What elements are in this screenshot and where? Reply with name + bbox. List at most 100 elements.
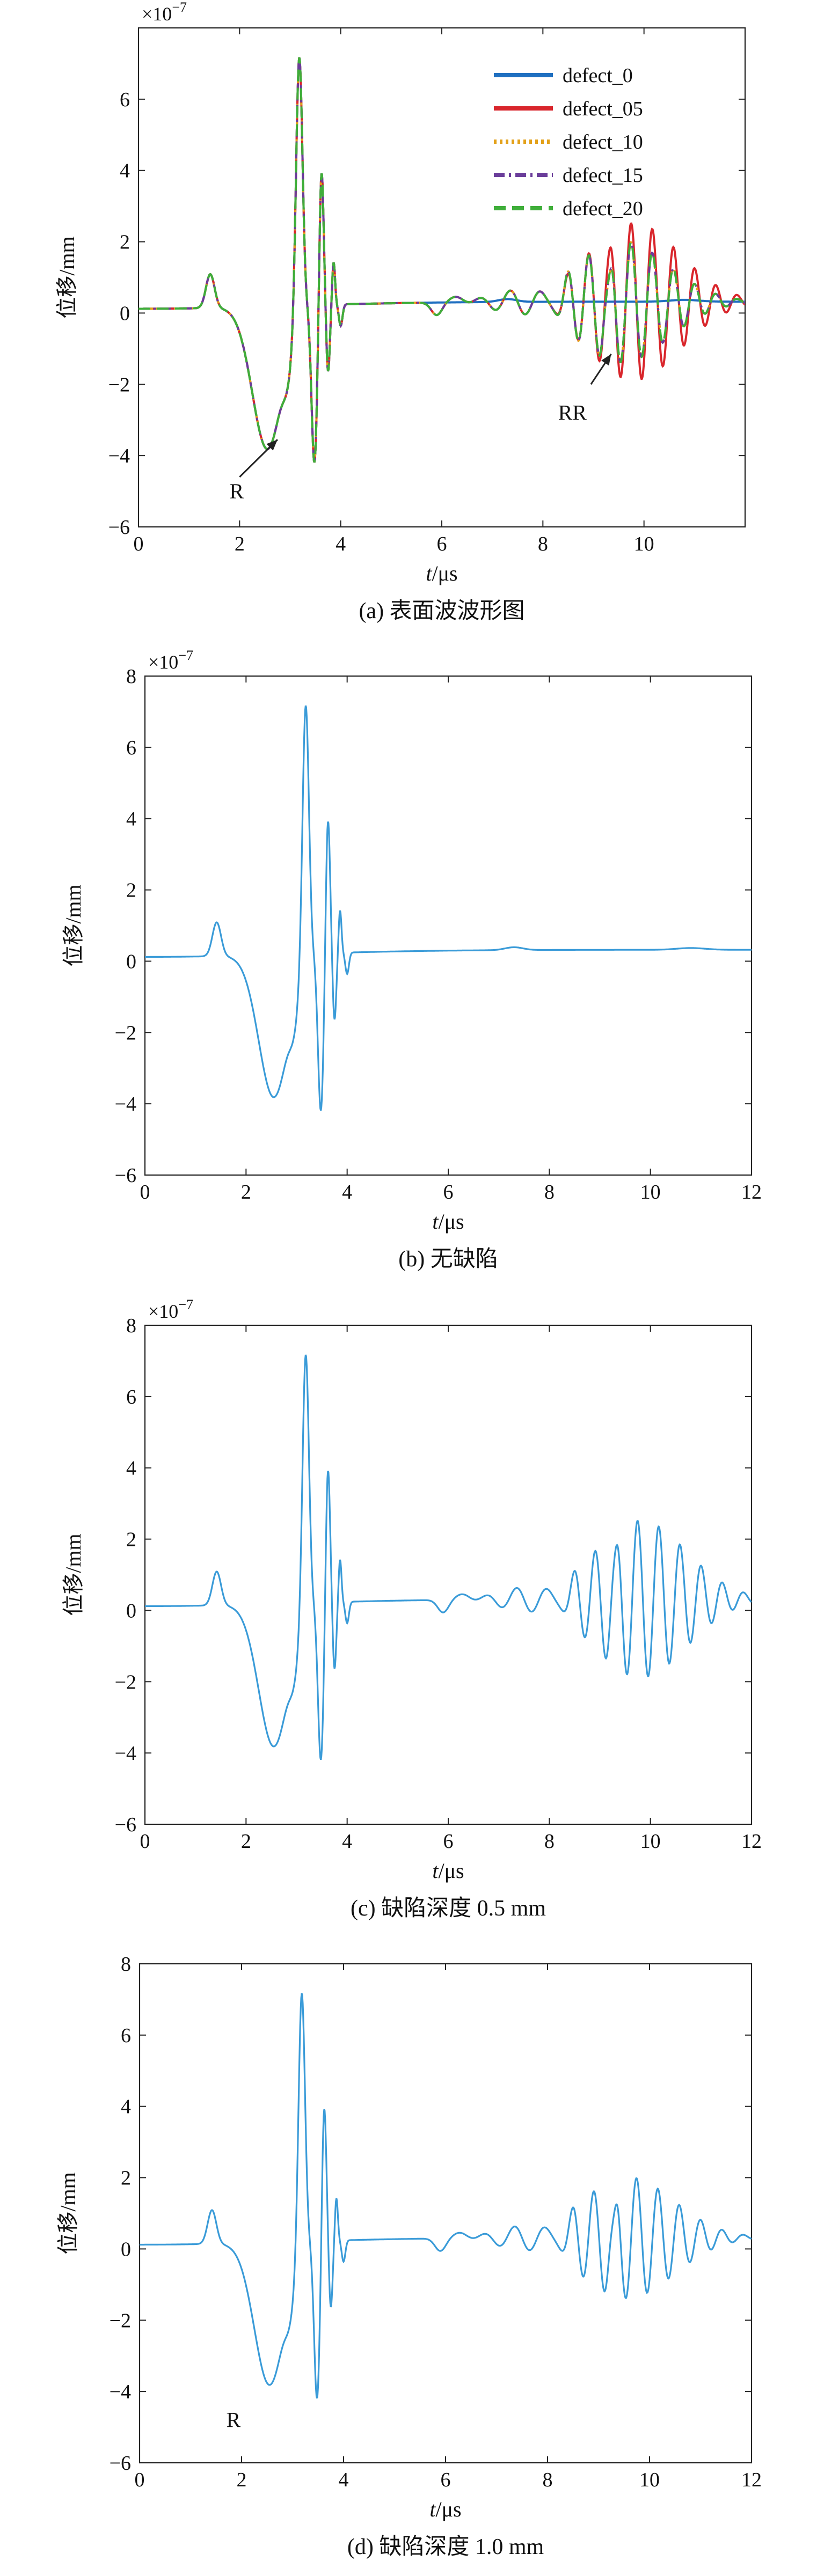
y-tick-label: 8 xyxy=(126,665,136,688)
x-tick-label: 8 xyxy=(543,2469,553,2491)
legend: defect_0 defect_05 defect_10 defect_15defec… xyxy=(494,64,643,220)
y-tick-label: −4 xyxy=(108,445,130,467)
legend-entry: defect_0 xyxy=(563,64,633,87)
plot-frame xyxy=(144,675,753,1176)
chart-panel-c: 0 2 4 6 8 10 12 −6 −4 −2 0 2 4 6 8 ×10−7 位移/mm t/μs (c) 缺陷… xyxy=(0,1297,824,1942)
y-tick-label: 0 xyxy=(121,2238,131,2261)
y-axis-label: 位移/mm xyxy=(56,2172,80,2254)
y-tick-label: 2 xyxy=(126,879,136,902)
legend-entry: defect_20 xyxy=(563,197,643,220)
y-tick-label: 2 xyxy=(126,1529,136,1551)
y-tick-label: 6 xyxy=(126,1386,136,1408)
series-line-0 xyxy=(145,1354,752,1760)
chart-panel-a: 0 2 4 6 8 10 −6 −4 −2 0 2 4 6 ×10−7 位移/mm t/μs (a) 表面波波形… xyxy=(0,0,824,649)
y-exponent: ×10−7 xyxy=(148,1298,193,1322)
y-tick-label: 4 xyxy=(126,808,136,831)
series-line-0 xyxy=(140,1993,752,2399)
y-tick-label: 2 xyxy=(120,231,130,254)
y-tick-label: −2 xyxy=(115,1671,136,1693)
legend-entry: defect_15 xyxy=(563,164,643,187)
y-tick-label: 4 xyxy=(120,160,130,182)
annotation-label: R xyxy=(227,2408,241,2432)
x-tick-label: 8 xyxy=(538,533,548,555)
y-tick-label: −2 xyxy=(110,2309,131,2332)
chart-panel-b: 0 2 4 6 8 10 12 −6 −4 −2 0 2 4 6 8 ×10−7 位移/mm t/μs (b) 无缺… xyxy=(0,648,824,1298)
y-tick-label: 6 xyxy=(126,737,136,759)
x-tick-label: 6 xyxy=(443,1830,454,1853)
x-tick-label: 10 xyxy=(640,1830,661,1853)
y-tick-label: −4 xyxy=(110,2381,131,2403)
y-exponent: ×10−7 xyxy=(148,649,193,673)
x-axis-unit: /μs xyxy=(439,1859,464,1883)
plot-frame xyxy=(144,1324,753,1825)
figure-caption: (a) 表面波波形图 xyxy=(359,599,524,623)
x-tick-label: 0 xyxy=(134,533,144,555)
x-tick-label: 8 xyxy=(544,1830,555,1853)
y-exponent-power: −7 xyxy=(178,1298,193,1312)
figure-caption: (b) 无缺陷 xyxy=(398,1247,498,1272)
y-exponent-power: −7 xyxy=(178,649,193,663)
x-tick-label: 2 xyxy=(237,2469,247,2491)
x-axis-unit: /μs xyxy=(439,1209,464,1234)
x-tick-label: 12 xyxy=(741,1830,762,1853)
x-axis-var: t xyxy=(432,1859,439,1883)
x-tick-label: 6 xyxy=(437,533,447,555)
chart-panel-d: 0 2 4 6 8 10 12 −6 −4 −2 0 2 4 6 8 位移/mm t/μs (d) 缺陷深度 1.… xyxy=(0,1942,824,2573)
chart-c: 0 2 4 6 8 10 12 −6 −4 −2 0 2 4 6 8 ×10−7 位移/mm t/μs (c) 缺陷… xyxy=(61,1297,762,1921)
y-axis-label: 位移/mm xyxy=(61,1533,85,1616)
x-tick-label: 4 xyxy=(342,1830,352,1853)
x-tick-label: 12 xyxy=(741,2469,762,2491)
x-axis-label: t/μs xyxy=(429,2497,461,2521)
figure-caption: (c) 缺陷深度 0.5 mm xyxy=(351,1896,546,1921)
y-exponent: ×10−7 xyxy=(142,0,187,25)
x-axis-unit: /μs xyxy=(436,2497,462,2521)
x-tick-label: 4 xyxy=(342,1181,352,1203)
x-axis-label: t/μs xyxy=(426,561,457,585)
x-tick-label: 6 xyxy=(441,2469,451,2491)
x-tick-label: 2 xyxy=(241,1830,251,1853)
y-tick-label: 0 xyxy=(126,1599,136,1622)
annotation-label: R xyxy=(230,479,244,503)
x-tick-label: 12 xyxy=(741,1181,762,1203)
y-tick-label: −6 xyxy=(108,516,130,539)
y-tick-label: −4 xyxy=(115,1093,136,1115)
legend-entry: defect_05 xyxy=(563,98,643,120)
y-tick-label: 2 xyxy=(121,2167,131,2190)
series-line-0 xyxy=(145,705,752,1111)
y-tick-label: 8 xyxy=(121,1953,131,1976)
x-tick-label: 0 xyxy=(135,2469,145,2491)
y-tick-label: 0 xyxy=(120,302,130,325)
chart-b: 0 2 4 6 8 10 12 −6 −4 −2 0 2 4 6 8 ×10−7 位移/mm t/μs (b) 无缺… xyxy=(61,648,762,1272)
y-tick-label: 0 xyxy=(126,950,136,973)
x-tick-label: 2 xyxy=(235,533,245,555)
y-tick-label: −6 xyxy=(115,1164,136,1187)
figure-caption: (d) 缺陷深度 1.0 mm xyxy=(347,2535,544,2559)
series-line-defect_20 xyxy=(138,57,745,463)
chart-a: 0 2 4 6 8 10 −6 −4 −2 0 2 4 6 ×10−7 位移/mm t/μs (a) 表面波波形… xyxy=(55,0,746,623)
y-tick-label: −2 xyxy=(115,1022,136,1044)
annotation-label: RR xyxy=(558,401,587,425)
x-axis-var: t xyxy=(426,561,432,585)
y-tick-label: −6 xyxy=(110,2452,131,2475)
y-tick-label: −2 xyxy=(108,373,130,396)
x-tick-label: 10 xyxy=(640,1181,661,1203)
legend-entry: defect_10 xyxy=(563,131,643,153)
chart-d: 0 2 4 6 8 10 12 −6 −4 −2 0 2 4 6 8 位移/mm t/μs (d) 缺陷深度 1.… xyxy=(56,1953,762,2559)
x-tick-label: 4 xyxy=(336,533,346,555)
r-arrow-head xyxy=(266,439,278,451)
y-tick-label: 6 xyxy=(121,2024,131,2047)
y-axis-label: 位移/mm xyxy=(61,884,85,966)
plot-frame xyxy=(138,1963,753,2464)
x-tick-label: 0 xyxy=(140,1181,150,1203)
x-tick-label: 6 xyxy=(443,1181,454,1203)
x-tick-label: 4 xyxy=(339,2469,349,2491)
x-axis-var: t xyxy=(429,2497,436,2521)
x-axis-var: t xyxy=(432,1209,439,1234)
y-tick-label: 8 xyxy=(126,1315,136,1337)
x-tick-label: 2 xyxy=(241,1181,251,1203)
y-tick-label: −4 xyxy=(115,1742,136,1765)
y-tick-label: 6 xyxy=(120,89,130,111)
x-axis-label: t/μs xyxy=(432,1859,464,1883)
x-tick-label: 0 xyxy=(140,1830,150,1853)
x-tick-label: 8 xyxy=(544,1181,555,1203)
